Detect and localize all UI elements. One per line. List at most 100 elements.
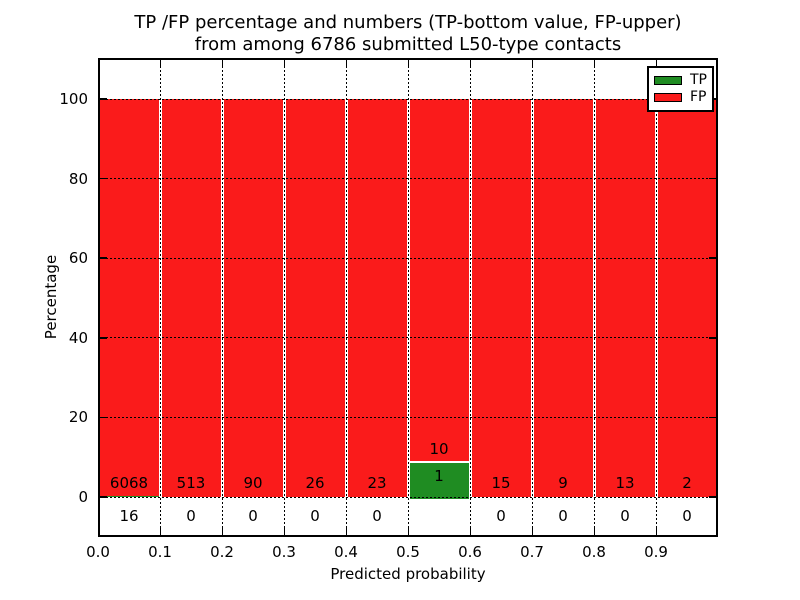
horizontal-gridline (98, 416, 718, 418)
y-tick-mark (100, 416, 107, 419)
tp-count-label: 0 (310, 507, 320, 525)
spine-top (98, 58, 718, 60)
y-axis-label: Percentage (42, 254, 60, 340)
x-tick-mark (283, 528, 285, 535)
x-tick-mark (97, 60, 99, 67)
tp-bar-0.5-0.6 (408, 461, 470, 499)
vertical-gridline-dots (345, 58, 347, 537)
y-tick-label-80: 80 (68, 169, 88, 188)
x-tick-mark (593, 528, 595, 535)
x-tick-label-0.4: 0.4 (334, 543, 358, 561)
legend-row: TP (654, 73, 712, 87)
x-tick-mark (221, 60, 223, 67)
x-tick-label-0.6: 0.6 (458, 543, 482, 561)
vertical-gridline (220, 58, 224, 537)
x-tick-mark (407, 60, 409, 67)
x-tick-mark (407, 528, 409, 535)
x-tick-mark (655, 528, 657, 535)
x-tick-mark (531, 528, 533, 535)
vertical-gridline (158, 58, 162, 537)
x-tick-mark (159, 528, 161, 535)
x-tick-mark (593, 60, 595, 67)
x-tick-mark (715, 60, 717, 67)
x-tick-mark (345, 528, 347, 535)
y-tick-mark (709, 337, 716, 339)
tp-count-label: 1 (434, 467, 444, 485)
legend-row: FP (654, 89, 712, 105)
vertical-gridline-dots (655, 58, 657, 537)
legend-swatch-tp (654, 76, 682, 85)
vertical-gridline-dots (221, 58, 223, 537)
fp-count-label: 90 (243, 474, 263, 492)
y-tick-label-0: 0 (78, 488, 88, 506)
fp-count-label: 513 (176, 474, 206, 492)
y-tick-mark (709, 257, 716, 259)
x-tick-label-0.9: 0.9 (644, 543, 668, 561)
legend-swatch-fp (654, 93, 682, 102)
horizontal-gridline (98, 98, 718, 100)
spine-left (98, 58, 100, 537)
vertical-gridline-dots (593, 58, 595, 537)
fp-count-label: 6068 (109, 474, 149, 492)
x-tick-mark (469, 528, 471, 535)
tp-count-label: 16 (119, 507, 139, 525)
x-tick-mark (283, 60, 285, 67)
y-tick-mark (709, 177, 716, 180)
fp-count-label: 15 (491, 474, 511, 492)
vertical-gridline-dots (531, 58, 533, 537)
x-tick-mark (715, 528, 717, 535)
tp-count-label: 0 (248, 507, 258, 525)
tp-count-label: 0 (186, 507, 196, 525)
y-tick-mark (709, 496, 716, 498)
y-tick-label-40: 40 (68, 328, 88, 347)
tp-count-label: 0 (558, 507, 568, 525)
vertical-gridline-dots (159, 58, 161, 537)
x-tick-mark (97, 528, 99, 535)
x-tick-mark (345, 60, 347, 67)
x-tick-mark (531, 60, 533, 67)
x-axis-label: Predicted probability (330, 565, 486, 583)
horizontal-gridline (98, 257, 718, 259)
fp-count-label: 13 (615, 474, 635, 492)
spine-bottom (98, 535, 718, 537)
x-tick-mark (221, 528, 223, 535)
tp-count-label: 0 (620, 507, 630, 525)
vertical-gridline-dots (407, 58, 409, 537)
horizontal-gridline (98, 178, 718, 180)
spine-right (716, 58, 718, 537)
y-tick-label-20: 20 (68, 408, 88, 427)
x-tick-label-0.3: 0.3 (272, 543, 296, 561)
y-tick-mark (100, 496, 107, 498)
y-tick-mark (100, 337, 107, 339)
chart-title-line1: TP /FP percentage and numbers (TP-bottom… (134, 12, 682, 33)
tp-count-label: 0 (372, 507, 382, 525)
x-tick-mark (469, 60, 471, 67)
fp-count-label: 9 (558, 474, 568, 492)
horizontal-gridline (98, 337, 718, 339)
tp-count-label: 0 (496, 507, 506, 525)
vertical-gridline (530, 58, 534, 537)
vertical-gridline (654, 58, 658, 537)
y-tick-mark (100, 257, 107, 259)
y-tick-mark (100, 177, 107, 180)
x-tick-label-0.7: 0.7 (520, 543, 544, 561)
legend: TP FP (647, 66, 714, 112)
x-tick-label-0.2: 0.2 (210, 543, 234, 561)
legend-label: FP (690, 89, 707, 105)
y-tick-mark (709, 416, 716, 419)
x-tick-label-0.1: 0.1 (148, 543, 172, 561)
plot-area: 6068 16 513 0 90 0 26 0 23 0 10 1 15 0 9 0 13 0 2 0 (97, 58, 718, 537)
horizontal-gridline (98, 496, 718, 498)
y-tick-label-100: 100 (59, 90, 88, 108)
vertical-gridline-dots (469, 58, 471, 537)
vertical-gridline-dots (283, 58, 285, 537)
x-tick-mark (655, 60, 657, 67)
chart-title-line2: from among 6786 submitted L50-type conta… (194, 34, 622, 55)
x-tick-label-0.8: 0.8 (582, 543, 606, 561)
fp-count-label: 23 (367, 474, 387, 492)
vertical-gridline (468, 58, 472, 537)
fp-count-label: 26 (305, 474, 325, 492)
x-tick-label-0.0: 0.0 (86, 543, 110, 561)
vertical-gridline (344, 58, 348, 537)
